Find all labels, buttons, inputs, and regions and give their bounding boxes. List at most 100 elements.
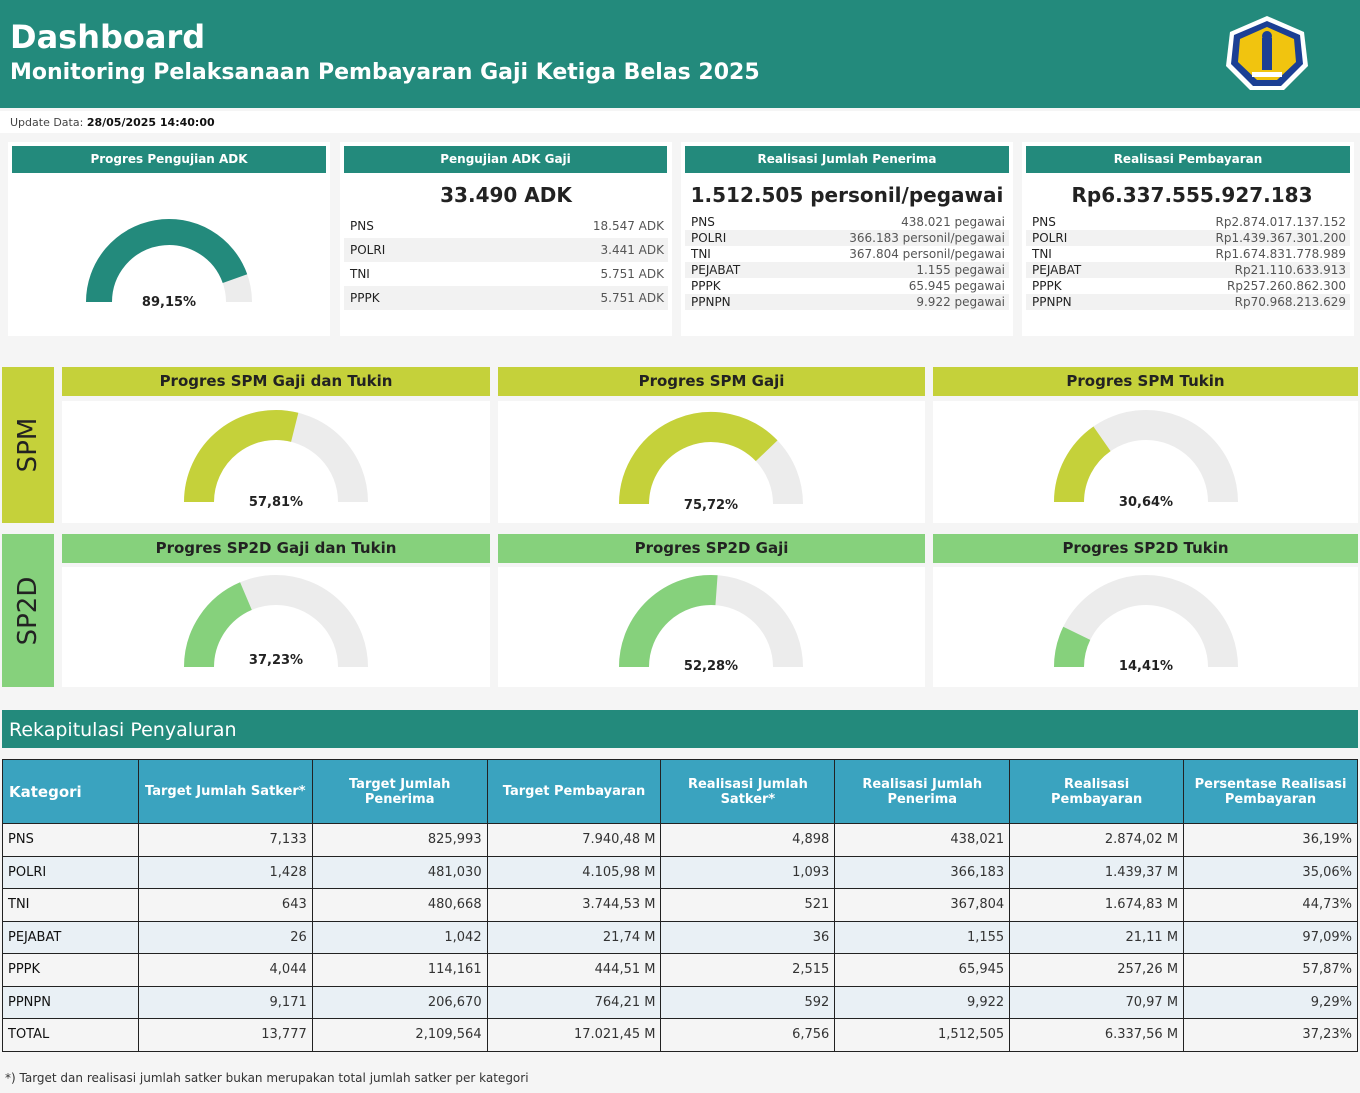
table-cell: 1.674,83 M — [1009, 888, 1185, 922]
row-label: PNS — [350, 219, 374, 233]
table-cell: 9,29% — [1183, 985, 1358, 1019]
table-cell: PEJABAT — [2, 920, 139, 954]
col-header[interactable]: Persentase Realisasi Pembayaran — [1183, 759, 1358, 824]
row-label: PPPK — [350, 291, 380, 305]
table-cell: 206,670 — [311, 985, 488, 1019]
table-cell: 36,19% — [1183, 823, 1358, 857]
row-label: PPPK — [1032, 279, 1062, 293]
table-cell: 1,428 — [137, 855, 313, 889]
table-cell: 1.439,37 M — [1009, 855, 1185, 889]
row-value: Rp21.110.633.913 — [1234, 263, 1346, 277]
list-item: PNS Rp2.874.017.137.152 — [1026, 214, 1350, 230]
row-value: Rp70.968.213.629 — [1234, 295, 1346, 309]
gauge-spm-gaji-tukin-value: 57,81% — [248, 495, 304, 510]
table-cell: 35,06% — [1183, 855, 1358, 889]
gauge-sp2d-gaji — [619, 575, 803, 668]
table-cell: 26 — [137, 920, 313, 954]
sp2d-side-label: SP2D — [2, 534, 54, 687]
page-subtitle: Monitoring Pelaksanaan Pembayaran Gaji K… — [10, 60, 760, 85]
row-value: 3.441 ADK — [600, 243, 665, 257]
table-cell: 592 — [660, 985, 836, 1019]
table-cell: 36 — [660, 920, 836, 954]
table-cell: 6.337,56 M — [1009, 1018, 1185, 1052]
table-cell: 1,093 — [660, 855, 836, 889]
row-value: 18.547 ADK — [592, 219, 664, 233]
card-jumlah-penerima: Realisasi Jumlah Penerima 1.512.505 pers… — [681, 142, 1013, 336]
row-value: 65.945 pegawai — [908, 279, 1005, 293]
table-cell: 114,161 — [311, 953, 488, 987]
table-cell: 4,898 — [660, 823, 836, 857]
sp2d-gaji-tukin-panel: 37,23% — [62, 567, 490, 687]
table-cell: PPNPN — [2, 985, 139, 1019]
card-pengujian-adk-title: Pengujian ADK Gaji — [344, 146, 667, 173]
col-header[interactable]: Target Jumlah Penerima — [311, 759, 488, 824]
list-item: TNI Rp1.674.831.778.989 — [1026, 246, 1350, 262]
header-bar: Dashboard Monitoring Pelaksanaan Pembaya… — [0, 0, 1360, 108]
table-cell: 2,109,564 — [311, 1018, 488, 1052]
list-item: POLRI 366.183 personil/pegawai — [685, 230, 1009, 246]
row-label: PPPK — [691, 279, 721, 293]
spm-side-label: SPM — [2, 367, 54, 523]
list-item: PPPK Rp257.260.862.300 — [1026, 278, 1350, 294]
row-value: Rp1.674.831.778.989 — [1215, 247, 1346, 261]
table-cell: 21,11 M — [1009, 920, 1185, 954]
table-cell: 70,97 M — [1009, 985, 1185, 1019]
kemenkeu-logo — [1226, 16, 1308, 90]
table-cell: 257,26 M — [1009, 953, 1185, 987]
sp2d-gaji-tukin-title: Progres SP2D Gaji dan Tukin — [62, 534, 490, 563]
table-row: POLRI 1,428 481,030 4.105,98 M 1,093 366,183 1… — [2, 855, 1358, 889]
spm-gaji-panel: 75,72% — [498, 401, 925, 523]
col-header[interactable]: Realisasi Jumlah Satker* — [660, 759, 836, 824]
list-item: PEJABAT Rp21.110.633.913 — [1026, 262, 1350, 278]
gauge-track — [1054, 575, 1238, 668]
gauge-sp2d-gaji-tukin — [184, 575, 368, 668]
col-header[interactable]: Kategori — [2, 759, 139, 824]
row-label: PPNPN — [1032, 295, 1072, 309]
gauge-fill — [619, 575, 718, 668]
table-cell: 367,804 — [834, 888, 1011, 922]
card-progres-adk: Progres Pengujian ADK 89,15% — [8, 142, 330, 336]
card-pembayaran-title: Realisasi Pembayaran — [1026, 146, 1350, 173]
pengujian-adk-total: 33.490 ADK — [440, 183, 572, 207]
row-value: 367.804 personil/pegawai — [849, 247, 1005, 261]
row-label: PNS — [1032, 215, 1056, 229]
table-cell: 17.021,45 M — [486, 1018, 662, 1052]
rekap-title: Rekapitulasi Penyaluran — [2, 710, 1358, 748]
row-value: 5.751 ADK — [600, 291, 665, 305]
table-cell: 7.940,48 M — [486, 823, 662, 857]
table-cell: 65,945 — [834, 953, 1011, 987]
col-header[interactable]: Target Pembayaran — [486, 759, 662, 824]
row-label: POLRI — [1032, 231, 1068, 245]
row-value: 5.751 ADK — [600, 267, 665, 281]
gauge-fill — [619, 412, 778, 505]
table-cell: 643 — [137, 888, 313, 922]
table-cell: 444,51 M — [486, 953, 662, 987]
list-item: PPPK 65.945 pegawai — [685, 278, 1009, 294]
table-cell: 366,183 — [834, 855, 1011, 889]
table-cell: 97,09% — [1183, 920, 1358, 954]
card-pengujian-adk: Pengujian ADK Gaji 33.490 ADK PNS 18.547 … — [340, 142, 672, 336]
col-header[interactable]: Realisasi Jumlah Penerima — [834, 759, 1011, 824]
gauge-progres-adk — [86, 219, 252, 303]
col-header[interactable]: Realisasi Pembayaran — [1009, 759, 1185, 824]
col-header[interactable]: Target Jumlah Satker* — [137, 759, 313, 824]
table-cell: 1,512,505 — [834, 1018, 1011, 1052]
rekap-table: Kategori Target Jumlah Satker* Target Ju… — [2, 759, 1358, 1052]
table-row: PPNPN 9,171 206,670 764,21 M 592 9,922 70,97 M… — [2, 985, 1358, 1019]
jumlah-penerima-list: PNS 438.021 pegawai POLRI 366.183 personil… — [685, 214, 1009, 310]
sp2d-side-text: SP2D — [13, 576, 43, 645]
table-cell: 37,23% — [1183, 1018, 1358, 1052]
sp2d-tukin-title: Progres SP2D Tukin — [933, 534, 1358, 563]
row-label: POLRI — [691, 231, 727, 245]
spm-side-text: SPM — [13, 417, 43, 473]
gauge-fill — [184, 582, 253, 668]
table-cell: PPPK — [2, 953, 139, 987]
row-value: Rp1.439.367.301.200 — [1215, 231, 1346, 245]
row-label: PEJABAT — [691, 263, 741, 277]
row-label: PNS — [691, 215, 715, 229]
list-item: TNI 5.751 ADK — [344, 262, 668, 286]
table-cell: PNS — [2, 823, 139, 857]
table-row: PEJABAT 26 1,042 21,74 M 36 1,155 21,11 M 97,09… — [2, 920, 1358, 954]
card-jumlah-penerima-title: Realisasi Jumlah Penerima — [685, 146, 1009, 173]
gauge-progres-adk-value: 89,15% — [141, 295, 197, 310]
